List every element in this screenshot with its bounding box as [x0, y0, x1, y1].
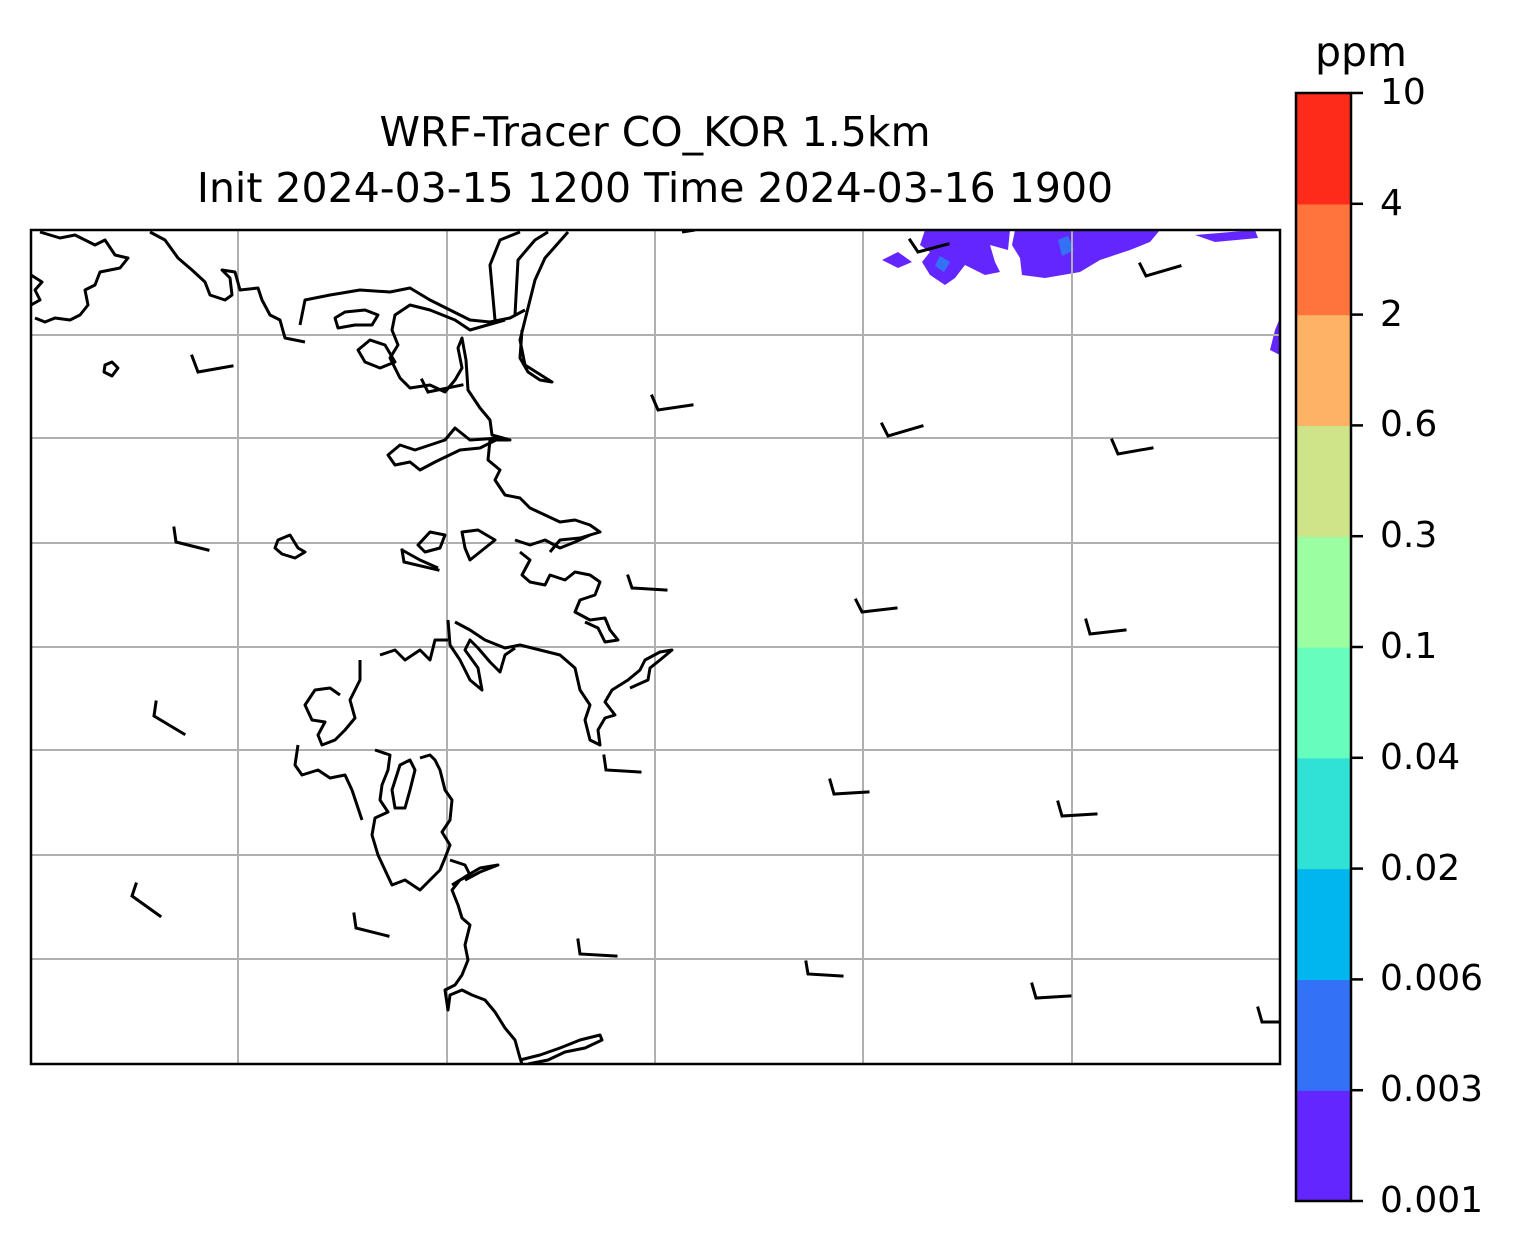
coastline-estuary-west [298, 286, 526, 326]
tracer-patch-east-edge [1270, 318, 1280, 355]
colorbar-segments [1296, 93, 1351, 1202]
wind-barb [152, 700, 187, 737]
wind-barb [130, 882, 163, 919]
colorbar-tick-label: 2 [1380, 293, 1403, 335]
wind-barb [907, 237, 950, 254]
colorbar-segment [1296, 868, 1351, 980]
colorbar-tick-label: 0.6 [1380, 404, 1438, 446]
colorbar-tick-label: 0.006 [1380, 958, 1484, 1000]
wind-barbs [130, 237, 1280, 1024]
colorbar-tick-label: 0.02 [1380, 847, 1461, 889]
colorbar-segment [1296, 93, 1351, 205]
coastline-inner-island [333, 308, 380, 330]
tracer-patch-small-west [882, 252, 912, 268]
colorbar-tick-label: 4 [1380, 182, 1403, 224]
coastline-north-shore [31, 230, 130, 324]
wind-barb [419, 377, 464, 394]
tracer-patch-north-east [1012, 230, 1160, 278]
tracer-patch-higher-1 [935, 256, 950, 272]
colorbar-tick-label: 0.003 [1380, 1069, 1484, 1111]
tracer-patch-higher-2 [1058, 236, 1074, 256]
coastline-south-coast [443, 858, 524, 1064]
wind-barb [190, 354, 234, 374]
coastline-midwest-islands [273, 528, 497, 570]
colorbar-ticks [1351, 91, 1363, 1203]
colorbar-segment [1296, 1090, 1351, 1202]
coastline-west-inlet [356, 338, 397, 370]
wind-barb [1056, 800, 1098, 818]
wind-barb [1256, 1006, 1280, 1024]
wind-barb [1137, 261, 1182, 278]
map-frame [29, 228, 1282, 1066]
colorbar [1294, 91, 1363, 1203]
colorbar-segment [1296, 536, 1351, 648]
wind-barb [576, 938, 618, 958]
colorbar-segment [1296, 425, 1351, 537]
coastline-central-coast [514, 533, 620, 644]
colorbar-tick-label: 0.04 [1380, 736, 1461, 778]
tracer-patch-north-center [920, 230, 1010, 285]
colorbar-segment [1296, 314, 1351, 426]
chart-title: WRF-Tracer CO_KOR 1.5km Init 2024-03-15 … [30, 104, 1280, 216]
wind-barb [1110, 438, 1154, 456]
colorbar-segment [1296, 757, 1351, 870]
wind-barb [828, 778, 870, 796]
tracer-concentration-layer [882, 230, 1280, 355]
title-line-times: Init 2024-03-15 1200 Time 2024-03-16 190… [196, 164, 1114, 212]
wind-barb [602, 754, 642, 774]
coastlines [31, 230, 696, 1064]
wind-barb [626, 574, 668, 592]
wind-barb [853, 597, 898, 614]
colorbar-segment [1296, 647, 1351, 759]
wind-barb [1084, 618, 1127, 636]
title-line-model: WRF-Tracer CO_KOR 1.5km [379, 108, 931, 156]
colorbar-tick-label: 10 [1380, 72, 1426, 113]
wind-barb [172, 526, 210, 552]
colorbar-tick-label: 0.001 [1380, 1180, 1484, 1221]
tracer-patch-north-far-east [1195, 230, 1258, 242]
coastline-estuary-spine [388, 303, 602, 553]
colorbar-unit-label: ppm [1315, 28, 1407, 76]
colorbar-segment [1296, 979, 1351, 1091]
wind-barb [804, 960, 844, 978]
map-axes [29, 228, 1282, 1066]
coastline-small-island-nw [102, 360, 120, 378]
wind-barb [650, 394, 694, 412]
wind-barb [352, 912, 390, 938]
coastline-central-peninsula [386, 426, 502, 472]
wind-barb [879, 421, 924, 438]
coastline-north-bay [149, 230, 306, 344]
wind-barb [1030, 982, 1072, 1000]
colorbar-tick-label: 0.1 [1380, 626, 1438, 667]
coastline-west-archipelago [293, 619, 516, 821]
coastline-river-mouth [488, 230, 570, 384]
coastline-south-islands [370, 748, 454, 892]
map-gridlines [31, 230, 1280, 1064]
coastline-south-west-peninsula [454, 620, 674, 747]
coastline-south-tip [519, 1033, 604, 1064]
colorbar-tick-label: 0.3 [1380, 515, 1438, 557]
colorbar-segment [1296, 203, 1351, 316]
wind-barb [400, 548, 440, 572]
